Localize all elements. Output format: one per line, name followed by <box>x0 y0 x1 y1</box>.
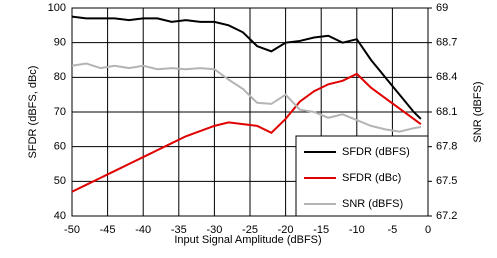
y2-tick-label: 68.1 <box>436 106 457 118</box>
y2-tick-label: 67.8 <box>436 141 457 153</box>
x-tick-label: -15 <box>313 224 329 236</box>
x-tick-label: -50 <box>64 224 80 236</box>
plot-frame <box>71 7 429 217</box>
series-line <box>71 62 422 133</box>
y2-tick-label: 67.5 <box>436 175 457 187</box>
legend-label: SFDR (dBFS) <box>342 146 410 158</box>
legend-label: SFDR (dBc) <box>342 172 401 184</box>
x-axis-label: Input Signal Amplitude (dBFS) <box>174 234 321 246</box>
y-tick-label: 90 <box>54 37 66 49</box>
y2-tick-label: 68.7 <box>436 37 457 49</box>
y-tick-label: 100 <box>48 2 66 14</box>
x-tick-label: -20 <box>278 224 294 236</box>
legend-label: SNR (dBFS) <box>342 198 403 210</box>
y2-tick-label: 68.4 <box>436 71 457 83</box>
y-tick-label: 50 <box>54 175 66 187</box>
x-tick-label: -35 <box>171 224 187 236</box>
y-axis-label: SFDR (dBFS, dBc) <box>27 66 39 159</box>
y-tick-label: 40 <box>54 210 66 222</box>
y-tick-label: 80 <box>54 71 66 83</box>
x-tick-label: 0 <box>425 224 431 236</box>
x-tick-label: -45 <box>100 224 116 236</box>
x-tick-label: -5 <box>388 224 398 236</box>
x-tick-label: -10 <box>349 224 365 236</box>
y2-tick-label: 69 <box>436 2 448 14</box>
y2-axis-label: SNR (dBFS) <box>472 81 484 142</box>
series-line <box>71 15 422 120</box>
legend-box <box>295 135 429 217</box>
series-line <box>71 72 422 193</box>
x-tick-label: -25 <box>242 224 258 236</box>
y2-tick-label: 67.2 <box>436 210 457 222</box>
x-tick-label: -30 <box>206 224 222 236</box>
y-tick-label: 60 <box>54 141 66 153</box>
x-tick-label: -40 <box>135 224 151 236</box>
y-tick-label: 70 <box>54 106 66 118</box>
